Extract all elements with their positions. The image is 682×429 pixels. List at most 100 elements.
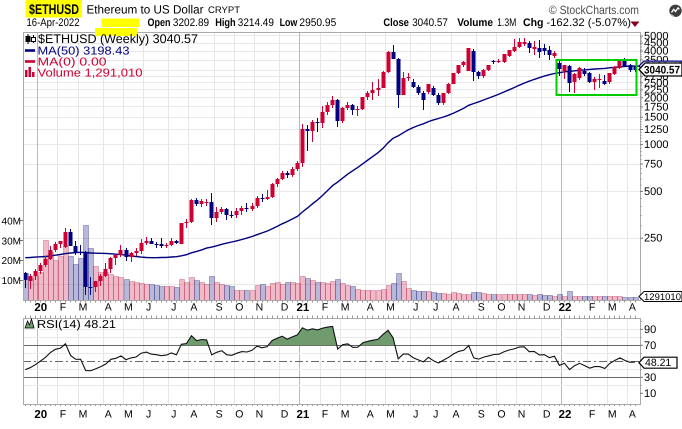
svg-text:Volume 1,291,010: Volume 1,291,010	[38, 68, 143, 80]
svg-text:A: A	[452, 409, 459, 421]
svg-text:16-Apr-2022: 16-Apr-2022	[27, 17, 80, 29]
svg-text:A: A	[190, 302, 197, 314]
svg-text:M: M	[79, 409, 88, 421]
svg-text:F: F	[60, 409, 66, 421]
svg-text:10M: 10M	[2, 276, 21, 287]
svg-text:D: D	[543, 409, 551, 421]
svg-text:2250: 2250	[644, 84, 668, 96]
svg-text:A: A	[367, 409, 374, 421]
svg-text:Chg: Chg	[523, 17, 544, 29]
svg-text:S: S	[216, 409, 223, 421]
svg-text:500: 500	[644, 186, 662, 198]
svg-text:70: 70	[644, 340, 656, 352]
svg-text:S: S	[216, 302, 223, 314]
svg-text:F: F	[589, 302, 595, 314]
svg-text:N: N	[518, 302, 526, 314]
svg-text:RSI(14) 48.21: RSI(14) 48.21	[37, 319, 116, 331]
svg-text:N: N	[256, 302, 264, 314]
svg-text:48.21: 48.21	[645, 357, 671, 369]
svg-text:M: M	[608, 302, 617, 314]
svg-text:A: A	[367, 302, 374, 314]
svg-text:$ETHUSD: $ETHUSD	[29, 1, 79, 17]
svg-text:A: A	[105, 302, 112, 314]
svg-text:20: 20	[34, 409, 47, 421]
svg-text:© StockCharts.com: © StockCharts.com	[549, 3, 639, 17]
svg-text:Open: Open	[148, 17, 171, 29]
svg-text:J: J	[433, 409, 438, 421]
svg-text:M: M	[79, 302, 88, 314]
svg-text:20M: 20M	[2, 256, 21, 267]
svg-text:1000: 1000	[644, 139, 668, 151]
svg-text:N: N	[256, 409, 264, 421]
svg-text:A: A	[105, 409, 112, 421]
svg-text:J: J	[413, 409, 418, 421]
svg-text:40M: 40M	[2, 216, 21, 227]
svg-text:Close: Close	[383, 17, 409, 29]
svg-text:30: 30	[644, 372, 656, 384]
svg-text:Ethereum to US Dollar: Ethereum to US Dollar	[87, 3, 204, 17]
svg-text:N: N	[518, 409, 526, 421]
svg-text:J: J	[413, 302, 418, 314]
svg-text:Volume: Volume	[457, 17, 493, 29]
svg-text:21: 21	[297, 302, 310, 314]
svg-text:M: M	[341, 409, 350, 421]
svg-text:5000: 5000	[644, 31, 668, 43]
svg-text:4000: 4000	[644, 46, 668, 58]
svg-text:10: 10	[644, 388, 656, 400]
svg-text:D: D	[281, 302, 289, 314]
svg-text:S: S	[478, 302, 485, 314]
svg-text:250: 250	[644, 233, 662, 245]
svg-text:O: O	[235, 409, 243, 421]
svg-text:M: M	[124, 302, 133, 314]
svg-text:1.3M: 1.3M	[497, 17, 516, 29]
svg-text:CRYPT: CRYPT	[208, 5, 240, 16]
svg-text:A: A	[629, 409, 636, 421]
svg-text:Low: Low	[280, 17, 298, 29]
svg-text:M: M	[386, 409, 395, 421]
svg-text:S: S	[478, 409, 485, 421]
svg-text:J: J	[146, 409, 151, 421]
svg-text:M: M	[124, 409, 133, 421]
svg-text:30M: 30M	[2, 236, 21, 247]
svg-text:O: O	[497, 409, 505, 421]
svg-text:J: J	[146, 302, 151, 314]
svg-text:F: F	[322, 302, 328, 314]
svg-text:$ETHUSD (Weekly) 3040.57: $ETHUSD (Weekly) 3040.57	[38, 32, 198, 46]
svg-text:2000: 2000	[644, 92, 668, 104]
svg-text:2500: 2500	[644, 77, 668, 89]
svg-text:A: A	[452, 302, 459, 314]
svg-text:M: M	[608, 409, 617, 421]
svg-text:3202.89: 3202.89	[173, 17, 209, 29]
svg-text:1750: 1750	[644, 101, 668, 113]
svg-text:20: 20	[34, 302, 47, 314]
svg-text:4500: 4500	[644, 38, 668, 50]
svg-text:O: O	[235, 302, 243, 314]
svg-text:A: A	[629, 302, 636, 314]
svg-text:High: High	[215, 17, 236, 29]
svg-text:1250: 1250	[644, 124, 668, 136]
svg-text:F: F	[322, 409, 328, 421]
svg-text:3040.57: 3040.57	[412, 17, 448, 29]
svg-text:A: A	[190, 409, 197, 421]
svg-text:22: 22	[559, 409, 572, 421]
svg-text:J: J	[171, 302, 176, 314]
svg-text:F: F	[60, 302, 66, 314]
svg-text:22: 22	[559, 302, 572, 314]
svg-text:MA(0) 0.00: MA(0) 0.00	[38, 57, 107, 69]
svg-text:21: 21	[297, 409, 310, 421]
svg-text:1500: 1500	[644, 112, 668, 124]
svg-text:M: M	[341, 302, 350, 314]
svg-text:J: J	[171, 409, 176, 421]
svg-text:750: 750	[644, 159, 662, 171]
svg-text:-162.32 (-5.07%): -162.32 (-5.07%)	[546, 17, 631, 29]
svg-text:90: 90	[644, 324, 656, 336]
svg-text:2950.95: 2950.95	[299, 17, 336, 29]
svg-text:D: D	[281, 409, 289, 421]
svg-text:3214.49: 3214.49	[238, 17, 274, 29]
svg-text:J: J	[433, 302, 438, 314]
svg-text:1291010: 1291010	[644, 292, 681, 303]
svg-text:M: M	[386, 302, 395, 314]
svg-text:D: D	[543, 302, 551, 314]
svg-text:MA(50) 3198.43: MA(50) 3198.43	[38, 46, 130, 58]
svg-text:O: O	[497, 302, 505, 314]
